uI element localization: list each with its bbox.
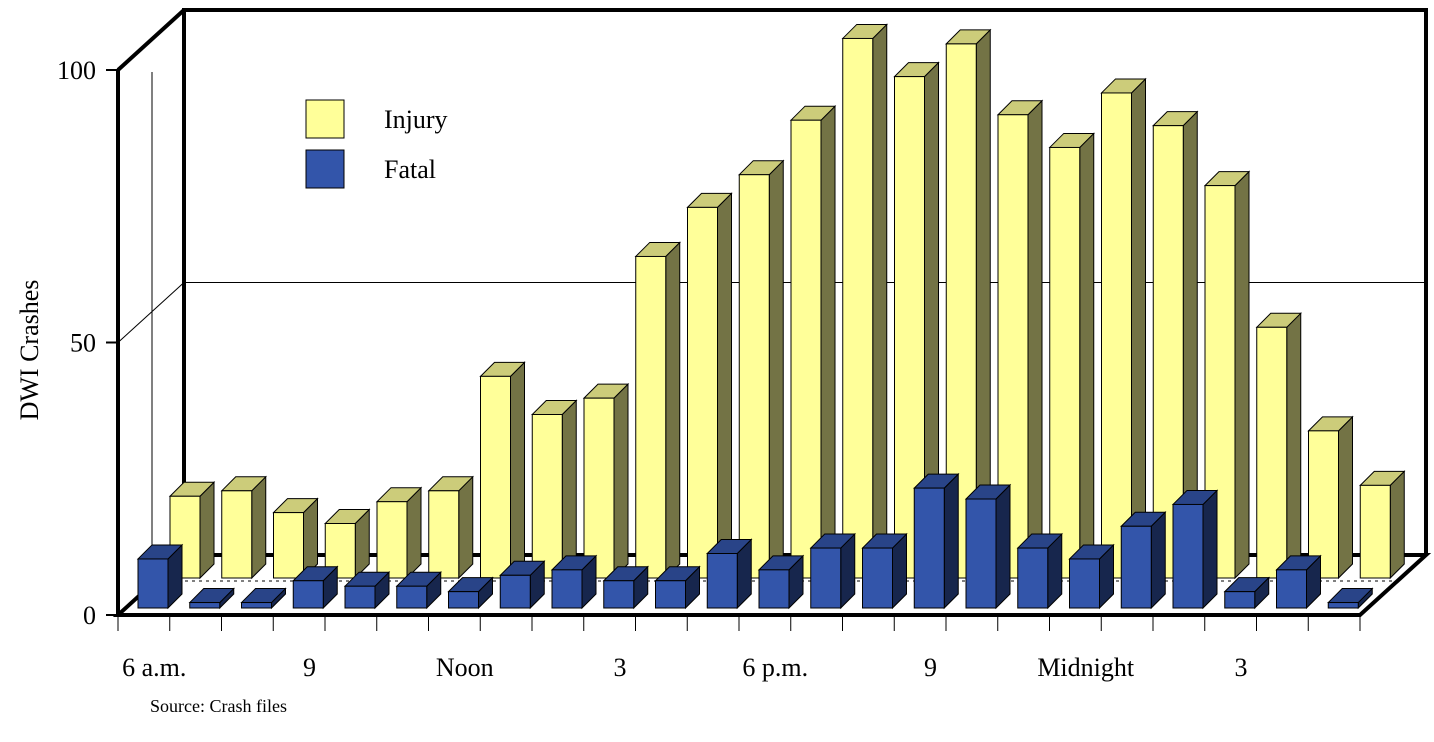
bar-fatal xyxy=(1016,532,1063,610)
bar-fatal xyxy=(240,587,287,610)
legend-label: Injury xyxy=(384,105,448,134)
bar-fatal xyxy=(1068,543,1115,610)
bar-fatal xyxy=(913,472,960,610)
x-tick-label: 3 xyxy=(613,653,626,682)
bar-injury xyxy=(893,61,940,580)
y-axis-label: DWI Crashes xyxy=(15,280,44,421)
bar-injury xyxy=(1255,312,1302,580)
x-tick-label: Noon xyxy=(436,653,494,682)
x-tick-label: 9 xyxy=(924,653,937,682)
bar-injury xyxy=(375,486,423,580)
bar-injury xyxy=(1048,132,1095,580)
bar-fatal xyxy=(550,554,598,610)
bar-injury xyxy=(220,475,267,580)
bar-fatal xyxy=(654,565,701,610)
bar-fatal xyxy=(395,570,442,610)
bar-fatal xyxy=(136,543,184,610)
bar-injury xyxy=(272,497,319,580)
x-tick-label: 3 xyxy=(1234,653,1247,682)
x-tick-label: 9 xyxy=(303,653,316,682)
bar-fatal xyxy=(757,554,805,610)
bar-injury xyxy=(789,104,837,580)
bar-fatal xyxy=(861,532,908,610)
bar-injury xyxy=(1359,470,1406,580)
y-axis: 0 50 100 xyxy=(57,56,120,630)
bar-injury xyxy=(1100,77,1147,580)
bar-injury xyxy=(479,361,526,580)
bar-fatal xyxy=(1171,489,1219,610)
y-tick-label-0: 0 xyxy=(83,601,96,630)
bar-fatal xyxy=(706,538,753,610)
bar-fatal xyxy=(447,576,494,610)
bar-fatal xyxy=(809,532,856,610)
bar-fatal xyxy=(1120,511,1167,610)
bar-injury xyxy=(738,159,785,580)
legend-item: Fatal xyxy=(305,149,436,189)
x-tick-label: Midnight xyxy=(1037,653,1135,682)
legend-label: Fatal xyxy=(384,155,436,184)
y-tick-label-50: 50 xyxy=(70,329,96,358)
top-depth-edge xyxy=(116,8,186,72)
x-axis: 6 a.m. 9 Noon 3 6 p.m. 9 Midnight 3 xyxy=(117,617,1361,682)
bar-fatal xyxy=(292,565,339,610)
bar-fatal xyxy=(499,560,546,610)
bar-injury xyxy=(841,23,888,580)
legend: Injury Fatal xyxy=(305,99,448,189)
bar-injury xyxy=(531,399,578,580)
bar-fatal xyxy=(964,483,1012,610)
bar-injury xyxy=(686,192,733,580)
bar-injury xyxy=(945,28,992,580)
bar-fatal xyxy=(1275,554,1322,610)
bars xyxy=(136,23,1406,610)
bar-fatal xyxy=(602,565,649,610)
bar-injury xyxy=(582,382,630,580)
source-note: Source: Crash files xyxy=(150,696,287,716)
x-tick-label: 6 a.m. xyxy=(122,653,186,682)
bar-fatal xyxy=(1327,587,1374,610)
legend-swatch xyxy=(305,149,345,189)
x-tick-label: 6 p.m. xyxy=(742,653,808,682)
gridline-50-side xyxy=(117,282,185,343)
bar-injury xyxy=(1152,110,1199,580)
bar-fatal xyxy=(188,587,235,610)
bar-injury xyxy=(427,475,474,580)
bar-injury xyxy=(634,241,681,580)
bar-injury xyxy=(168,481,216,580)
legend-item: Injury xyxy=(305,99,448,139)
bar-fatal xyxy=(1223,576,1270,610)
y-tick-label-100: 100 xyxy=(57,56,96,85)
bar-fatal xyxy=(343,570,391,610)
bar-injury xyxy=(1307,415,1354,580)
legend-swatch xyxy=(305,99,345,139)
